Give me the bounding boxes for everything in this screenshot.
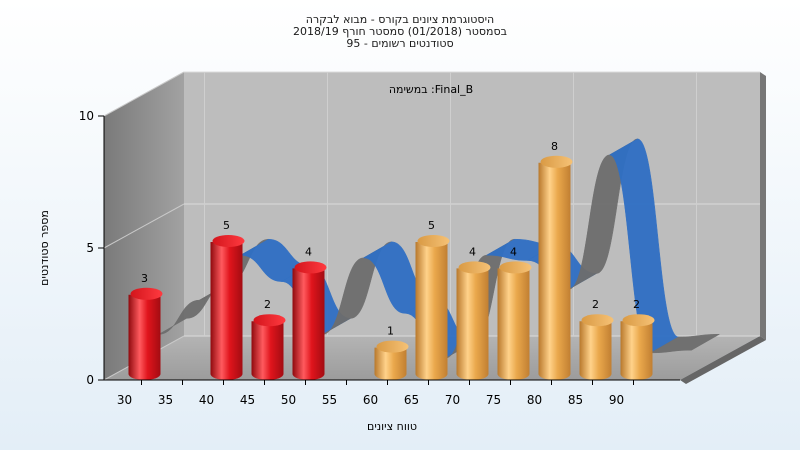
grid-wall-line: [103, 203, 185, 249]
x-axis-title: טווח ציונים: [367, 420, 417, 433]
bar-75: [497, 261, 532, 380]
x-tick-label: 45: [240, 393, 255, 407]
bar-value-label: 4: [469, 245, 476, 258]
x-tick-label: 75: [486, 393, 501, 407]
bar-85: [579, 314, 614, 380]
bar-cap: [499, 261, 532, 274]
bar-body: [210, 242, 243, 380]
bar-70: [456, 261, 491, 380]
x-tick-label: 35: [158, 393, 173, 407]
bar-60: [374, 340, 409, 380]
x-tick-label: 55: [322, 393, 337, 407]
bar-cap: [540, 155, 573, 168]
x-tick-label: 60: [363, 393, 378, 407]
bar-value-label: 2: [264, 298, 271, 311]
title-line-2: בסמסטר (01/2018) סמסטר חורף 2018/19: [293, 25, 507, 38]
floor-edge: [680, 336, 766, 384]
bar-value-label: 5: [428, 219, 435, 232]
bar-cap: [581, 314, 614, 327]
bar-value-label: 4: [510, 245, 517, 258]
back-wall-edge: [760, 72, 766, 340]
bar-90: [620, 314, 655, 380]
bar-65: [415, 235, 450, 380]
y-axis-ticks: 0 5 10: [79, 109, 104, 387]
bar-cap: [622, 314, 655, 327]
title-line-3: סטודנטים רשומים - 95: [346, 37, 453, 50]
bar-cap: [458, 261, 491, 274]
x-tick-label: 40: [199, 393, 214, 407]
bar-cap: [417, 235, 450, 247]
bar-body: [128, 294, 161, 380]
bar-value-label: 3: [141, 272, 148, 285]
bar-body: [620, 321, 653, 380]
bar-body: [251, 321, 284, 380]
x-axis-ticks: 30 35 40 45 50 55 60 65 70 75 80 85 90: [117, 380, 634, 407]
bar-body: [456, 268, 489, 380]
bar-30: [128, 287, 163, 380]
bar-80: [538, 155, 573, 380]
bar-body: [579, 321, 612, 380]
bar-40: [210, 235, 245, 380]
bar-value-label: 1: [387, 325, 394, 338]
y-tick-label: 5: [86, 241, 94, 255]
bar-value-label: 4: [305, 245, 312, 258]
y-axis-title: מספר סטודנטים: [38, 210, 51, 286]
bar-cap: [294, 261, 327, 274]
task-annotation: במשימה :Final_B: [389, 83, 473, 96]
bar-value-labels: 3 5 2 4 1 5 4 4 8 2 2: [141, 140, 640, 338]
x-tick-label: 80: [527, 393, 542, 407]
bar-cap: [253, 314, 286, 327]
bar-body: [415, 242, 448, 380]
curve-segment: [649, 333, 721, 354]
bars: [128, 155, 655, 380]
bar-cap: [376, 340, 409, 353]
chart-title: היסטוגרמת ציונים בקורס - מבוא לבקרה בסמס…: [293, 13, 507, 50]
bar-45: [251, 314, 286, 380]
bar-body: [292, 268, 325, 380]
bar-body: [374, 347, 407, 380]
x-tick-label: 30: [117, 393, 132, 407]
x-tick-label: 50: [281, 393, 296, 407]
grid-wall-line: [103, 71, 185, 117]
bar-50: [292, 261, 327, 380]
x-tick-label: 90: [609, 393, 624, 407]
y-tick-label: 0: [86, 373, 94, 387]
bar-value-label: 2: [633, 298, 640, 311]
bar-cap: [130, 287, 163, 300]
bar-value-label: 8: [551, 140, 558, 153]
x-tick-label: 70: [445, 393, 460, 407]
x-tick-label: 65: [404, 393, 419, 407]
bar-body: [497, 268, 530, 380]
bar-value-label: 2: [592, 298, 599, 311]
y-tick-label: 10: [79, 109, 94, 123]
bar-body: [538, 162, 571, 380]
bar-value-label: 5: [223, 219, 230, 232]
bar-cap: [212, 235, 245, 247]
title-line-1: היסטוגרמת ציונים בקורס - מבוא לבקרה: [306, 13, 494, 26]
x-tick-label: 85: [568, 393, 583, 407]
